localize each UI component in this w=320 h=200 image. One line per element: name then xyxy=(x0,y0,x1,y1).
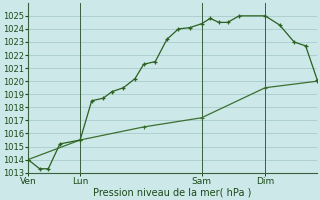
X-axis label: Pression niveau de la mer( hPa ): Pression niveau de la mer( hPa ) xyxy=(93,187,252,197)
